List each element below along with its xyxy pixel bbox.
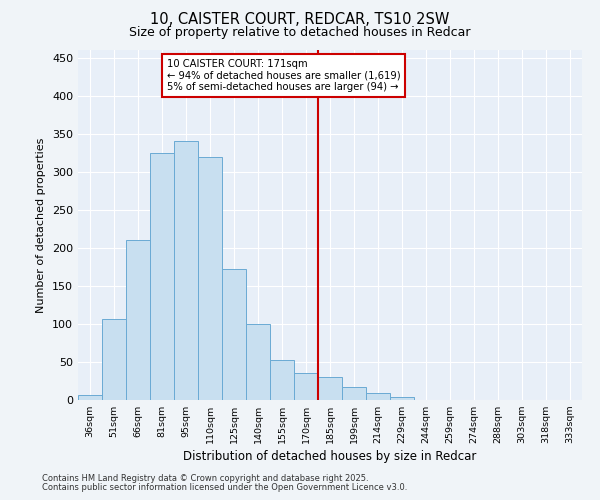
Bar bbox=[318, 377, 342, 400]
Text: Contains HM Land Registry data © Crown copyright and database right 2025.: Contains HM Land Registry data © Crown c… bbox=[42, 474, 368, 483]
Bar bbox=[342, 387, 366, 400]
Text: 10, CAISTER COURT, REDCAR, TS10 2SW: 10, CAISTER COURT, REDCAR, TS10 2SW bbox=[151, 12, 449, 28]
Bar bbox=[78, 396, 102, 400]
Bar bbox=[126, 240, 150, 400]
Bar bbox=[246, 324, 270, 400]
X-axis label: Distribution of detached houses by size in Redcar: Distribution of detached houses by size … bbox=[184, 450, 476, 464]
Bar bbox=[390, 397, 414, 400]
Y-axis label: Number of detached properties: Number of detached properties bbox=[37, 138, 46, 312]
Bar bbox=[150, 152, 174, 400]
Text: 10 CAISTER COURT: 171sqm
← 94% of detached houses are smaller (1,619)
5% of semi: 10 CAISTER COURT: 171sqm ← 94% of detach… bbox=[167, 59, 400, 92]
Bar bbox=[270, 360, 294, 400]
Bar bbox=[174, 142, 198, 400]
Text: Size of property relative to detached houses in Redcar: Size of property relative to detached ho… bbox=[129, 26, 471, 39]
Bar bbox=[198, 156, 222, 400]
Bar bbox=[222, 269, 246, 400]
Bar bbox=[366, 393, 390, 400]
Text: Contains public sector information licensed under the Open Government Licence v3: Contains public sector information licen… bbox=[42, 483, 407, 492]
Bar bbox=[102, 318, 126, 400]
Bar bbox=[294, 374, 318, 400]
